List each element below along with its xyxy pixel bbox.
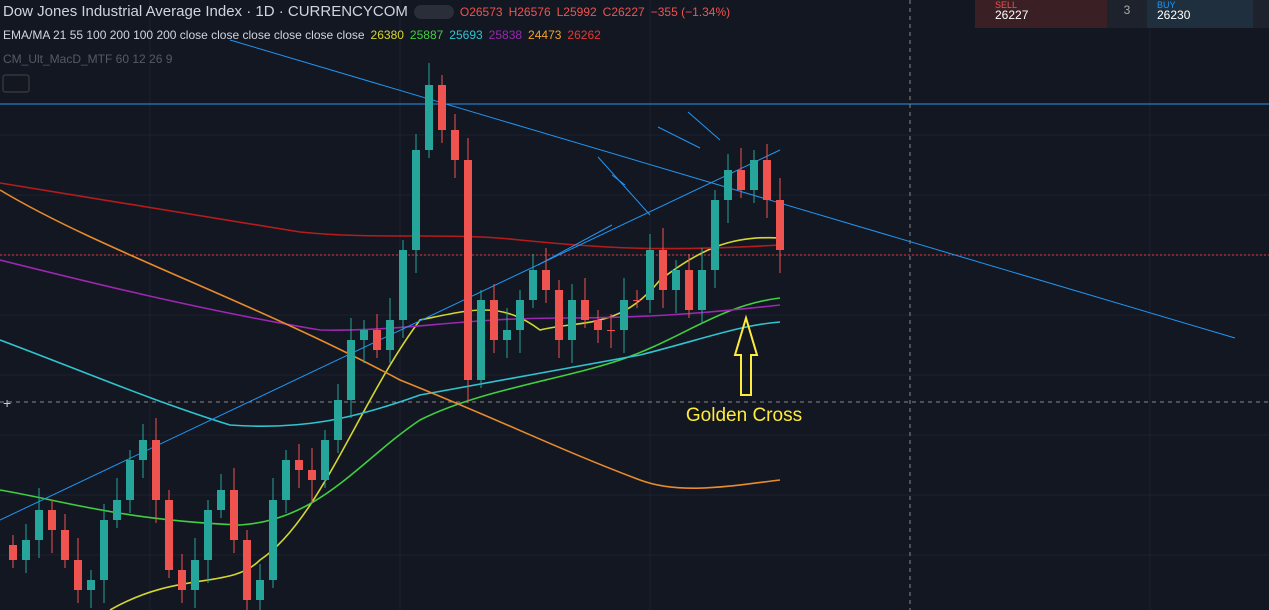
candle: [165, 500, 173, 570]
open: O26573: [459, 5, 503, 19]
candle: [308, 470, 316, 480]
indicator-label: EMA/MA 21 55 100 200 100 200 close close…: [3, 28, 365, 42]
candle: [464, 160, 472, 380]
sell-button[interactable]: SELL 26227: [975, 0, 1107, 28]
trade-panel: SELL 26227 3 BUY 26230: [975, 0, 1269, 28]
candle: [646, 250, 654, 300]
sell-label: SELL: [995, 0, 1018, 8]
candle: [672, 270, 680, 290]
candle: [269, 500, 277, 580]
candle: [685, 270, 693, 310]
candle: [633, 300, 641, 301]
candle: [594, 320, 602, 330]
candle: [256, 580, 264, 600]
indicator-value: 24473: [528, 28, 562, 42]
candle: [737, 170, 745, 190]
candle: [217, 490, 225, 510]
candle: [178, 570, 186, 590]
candle: [711, 200, 719, 270]
indicator-label: CM_Ult_MacD_MTF 60 12 26 9: [3, 52, 173, 66]
candle: [659, 250, 667, 290]
candle: [321, 440, 329, 480]
candles: [9, 63, 784, 610]
candle: [724, 170, 732, 200]
candle: [100, 520, 108, 580]
high: H26576: [508, 5, 551, 19]
candle: [191, 560, 199, 590]
header: Dow Jones Industrial Average Index · 1D …: [3, 3, 730, 20]
candle: [295, 460, 303, 470]
candle: [503, 330, 511, 340]
candle: [555, 290, 563, 340]
toggle[interactable]: [413, 5, 454, 19]
sell-price: 26227: [995, 8, 1029, 22]
candle: [568, 300, 576, 340]
candle: [61, 530, 69, 560]
change: −355 (−1.34%): [650, 5, 731, 19]
candle: [22, 540, 30, 560]
buy-label: BUY: [1157, 0, 1176, 8]
candle: [451, 130, 459, 160]
candle: [698, 270, 706, 310]
candle: [542, 270, 550, 290]
candle: [490, 300, 498, 340]
quantity: 3: [1123, 3, 1131, 17]
candle: [776, 200, 784, 250]
indicator-value: 25838: [488, 28, 523, 42]
candle: [386, 320, 394, 350]
annotation: Golden Cross: [686, 405, 802, 426]
candle: [243, 540, 251, 600]
plus: +: [3, 395, 11, 411]
buy-button[interactable]: BUY 26230: [1147, 0, 1253, 28]
candle: [347, 340, 355, 400]
indicator: CM_Ult_MacD_MTF 60 12 26 9: [3, 52, 172, 66]
candle: [35, 510, 43, 540]
candle: [581, 300, 589, 320]
candle: [9, 545, 17, 560]
candle: [87, 580, 95, 590]
indicator: EMA/MA 21 55 100 200 100 200 close close…: [3, 28, 601, 42]
collapse-button[interactable]: [2, 74, 30, 93]
candle: [113, 500, 121, 520]
candle: [607, 330, 615, 331]
candle: [516, 300, 524, 330]
candle: [763, 160, 771, 200]
indicator-value: 26380: [370, 28, 404, 42]
candle: [529, 270, 537, 300]
candle: [334, 400, 342, 440]
indicator-value: 25887: [409, 28, 444, 42]
candle: [230, 490, 238, 540]
candle: [48, 510, 56, 530]
candle: [412, 150, 420, 250]
candle: [282, 460, 290, 500]
candle: [373, 330, 381, 350]
candle: [620, 300, 628, 330]
candle: [399, 250, 407, 320]
title: Dow Jones Industrial Average Index · 1D …: [3, 3, 408, 20]
candle: [152, 440, 160, 500]
buy-price: 26230: [1157, 8, 1191, 22]
close: C26227: [602, 5, 645, 19]
indicator-value: 26262: [567, 28, 601, 42]
candle: [750, 160, 758, 190]
candle: [438, 85, 446, 130]
candle: [126, 460, 134, 500]
candle: [139, 440, 147, 460]
arrow: [733, 314, 759, 396]
candle: [477, 300, 485, 380]
low: L25992: [556, 5, 597, 19]
candle: [425, 85, 433, 150]
candle: [360, 330, 368, 340]
indicator-value: 25693: [449, 28, 483, 42]
candle: [204, 510, 212, 560]
candle: [74, 560, 82, 590]
